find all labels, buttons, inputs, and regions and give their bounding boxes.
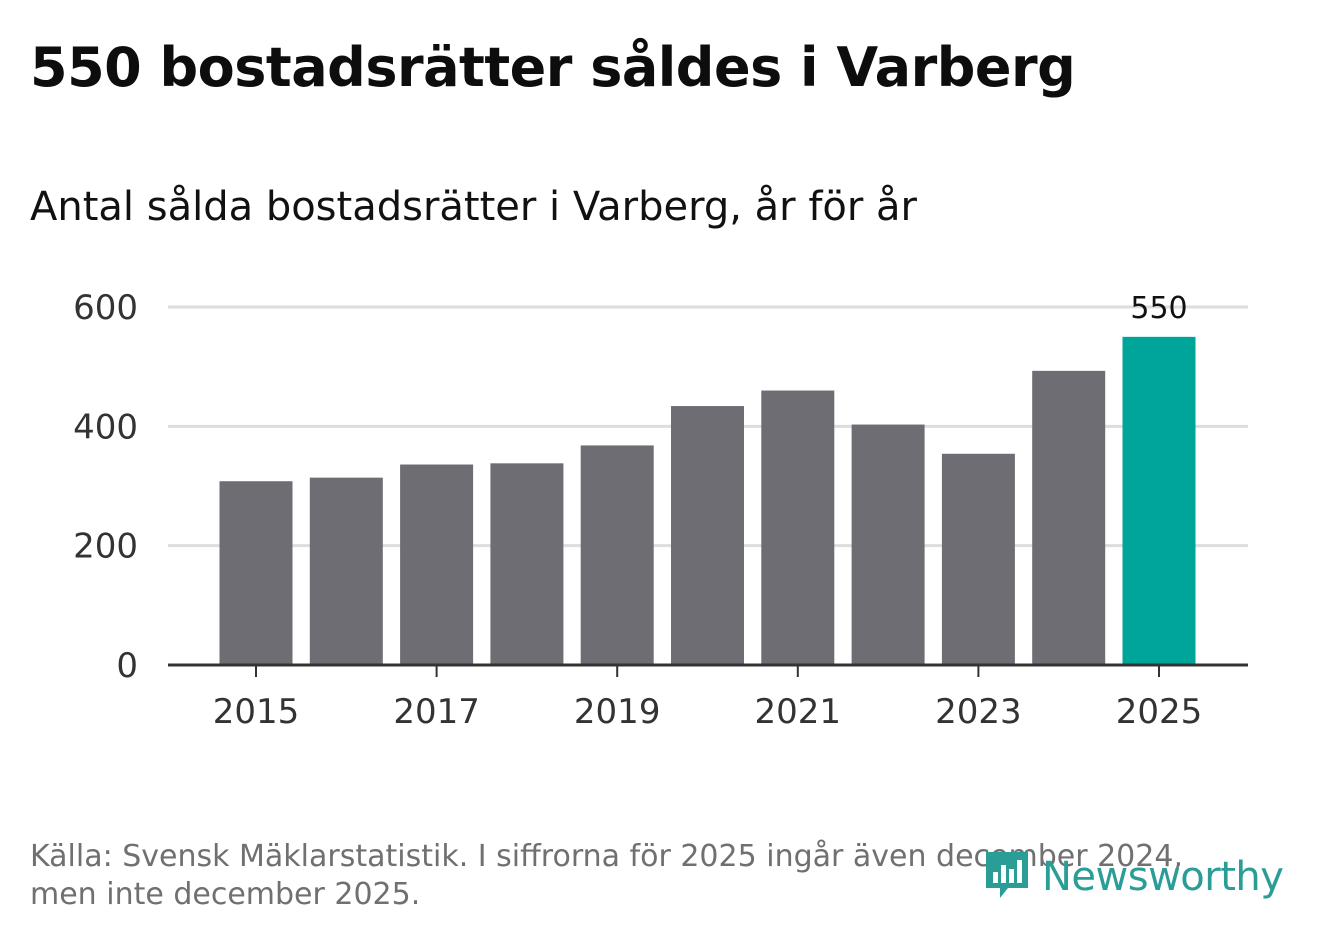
y-tick-label-200: 200 [73,527,138,567]
x-tick-label-2021: 2021 [755,692,842,732]
x-tick-label-2025: 2025 [1116,692,1203,732]
bar-2024 [1032,370,1106,665]
bar-2017 [400,464,474,665]
bar-2023 [941,453,1015,665]
bar-2018 [490,463,564,665]
bar-2021 [761,390,835,665]
bars [219,336,1196,665]
bar-chart: 0 200 400 600 550 2015 2017 2019 2021 2023 2025 [73,288,1248,732]
chart-title: 550 bostadsrätter såldes i Varberg [30,36,1076,99]
bar-value-label-2025: 550 [1130,291,1187,326]
brand-name: Newsworthy [1042,854,1284,900]
x-tick-label-2015: 2015 [213,692,300,732]
bar-2015 [219,481,293,665]
x-tick-label-2017: 2017 [393,692,480,732]
bar-2019 [580,445,654,665]
x-tick-label-2019: 2019 [574,692,661,732]
y-tick-label-400: 400 [73,407,138,447]
y-tick-label-600: 600 [73,288,138,328]
brand-logo: Newsworthy [982,848,1284,906]
bar-2020 [671,406,744,665]
bar-2016 [309,477,383,665]
tick-labels: 0 200 400 600 550 2015 2017 2019 2021 2023 2025 [73,288,1202,732]
x-tick-label-2023: 2023 [935,692,1022,732]
y-tick-label-0: 0 [116,646,138,686]
newsworthy-logo-icon [982,848,1032,906]
bar-2025 [1122,336,1196,665]
bar-2022 [851,424,925,665]
chart-subtitle: Antal sålda bostadsrätter i Varberg, år … [30,184,917,230]
x-axis [168,663,1248,677]
